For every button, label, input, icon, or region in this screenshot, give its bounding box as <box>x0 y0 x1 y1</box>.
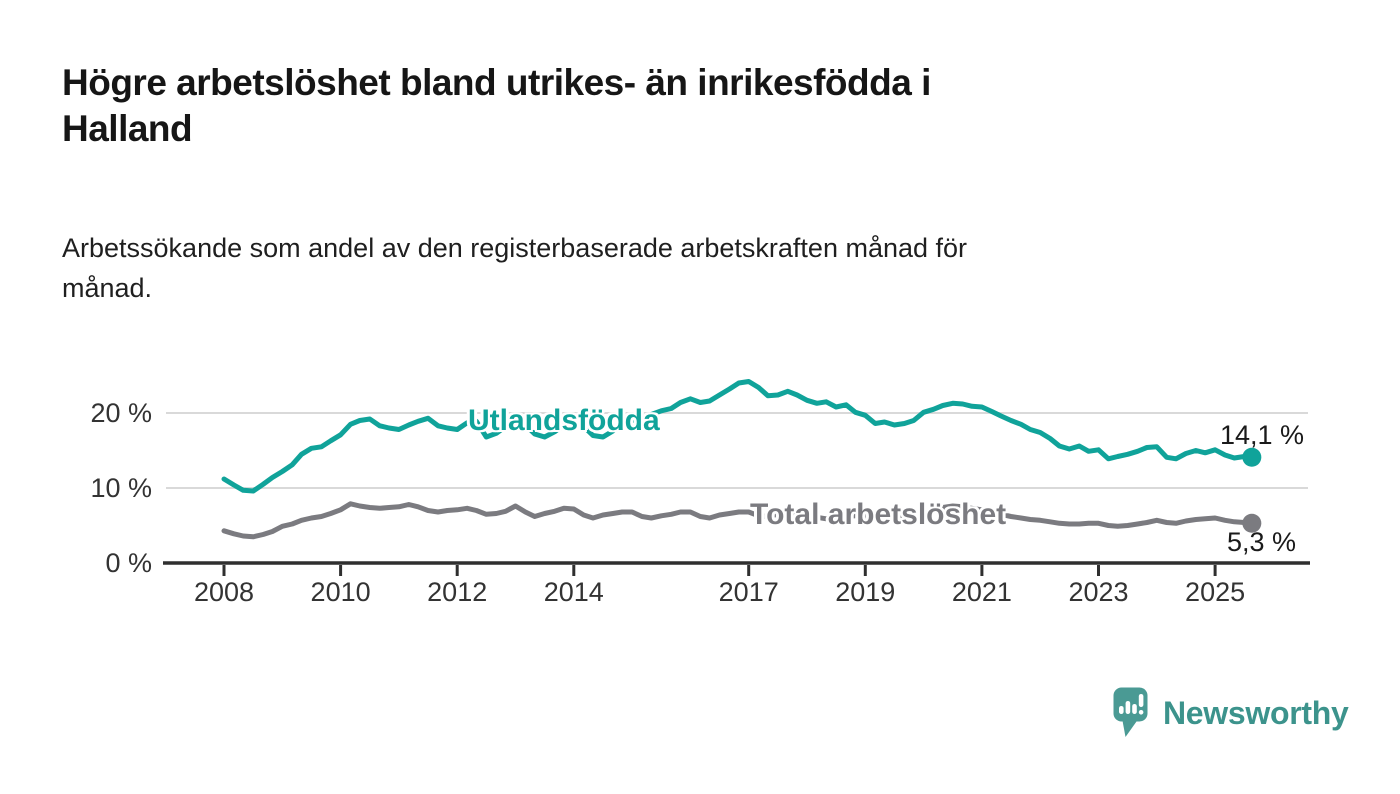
series-label-utlandsfodda: Utlandsfödda <box>468 404 660 437</box>
chart-subtitle-line-1: Arbetssökande som andel av den registerb… <box>62 233 968 263</box>
x-tick-label: 2017 <box>719 577 779 607</box>
end-value-label-total: 5,3 % <box>1227 527 1297 557</box>
y-axis-labels: 0 % 10 % 20 % <box>90 398 152 578</box>
logo-bar-chart-icon <box>1119 694 1144 715</box>
series-end-dot-total-arbetsl-shet <box>1242 513 1262 533</box>
end-value-label-utlandsfodda: 14,1 % <box>1220 420 1305 450</box>
x-tick-label: 2019 <box>835 577 895 607</box>
series-label-total-arbetsloshet: Total arbetslöshet <box>750 498 1007 531</box>
x-axis-labels: 2008 2010 2012 2014 2017 2019 2021 2023 2025 <box>194 577 1245 607</box>
x-tick-label: 2012 <box>427 577 487 607</box>
x-tick-label: 2010 <box>311 577 371 607</box>
data-series <box>221 379 1262 540</box>
logo-bubble-tail <box>1122 718 1139 737</box>
gridlines <box>166 412 1308 489</box>
chart-subtitle: Arbetssökande som andel av den registerb… <box>62 228 1272 308</box>
y-tick-label: 10 % <box>90 473 152 503</box>
page-title-line-2: Halland <box>62 108 193 149</box>
x-tick-label: 2008 <box>194 577 254 607</box>
newsworthy-logo-text: Newsworthy <box>1163 694 1349 731</box>
x-axis <box>163 561 1310 576</box>
series-line-utlandsf-dda <box>221 379 1255 494</box>
page-title: Högre arbetslöshet bland utrikes- än inr… <box>62 60 1262 152</box>
x-tick-label: 2014 <box>544 577 604 607</box>
newsworthy-logo: Newsworthy <box>1112 684 1349 742</box>
page-title-line-1: Högre arbetslöshet bland utrikes- än inr… <box>62 62 931 103</box>
y-tick-label: 20 % <box>90 398 152 428</box>
series-end-dot-utlandsf-dda <box>1242 447 1262 467</box>
y-tick-label: 0 % <box>105 548 152 578</box>
series-line-total-arbetsl-shet <box>221 501 1255 540</box>
newsworthy-logo-icon <box>1113 687 1148 737</box>
chart-subtitle-line-2: månad. <box>62 273 153 303</box>
x-tick-label: 2023 <box>1068 577 1128 607</box>
x-tick-label: 2025 <box>1185 577 1245 607</box>
x-tick-label: 2021 <box>952 577 1012 607</box>
